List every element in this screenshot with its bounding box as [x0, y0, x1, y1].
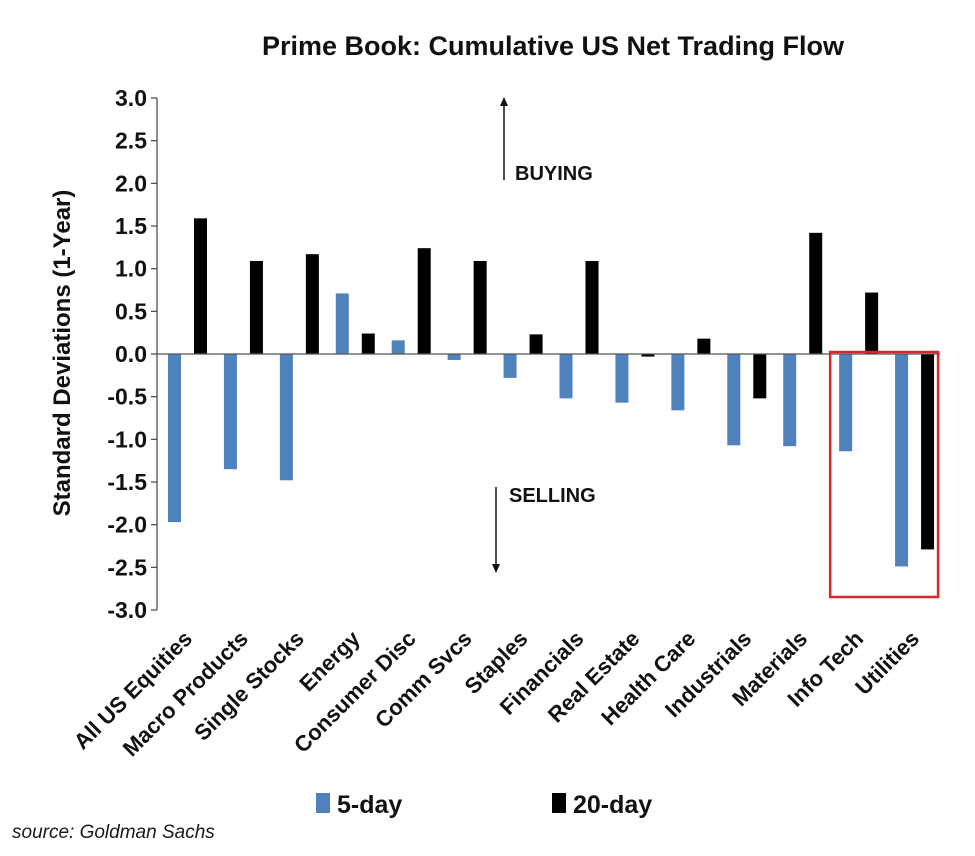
y-tick-label: -0.5 [107, 384, 147, 410]
bar-5day-real-estate [615, 354, 629, 403]
bar-20day-all-us-equities [194, 218, 207, 354]
selling-arrowhead [492, 564, 500, 573]
bar-20day-materials [809, 232, 823, 354]
bar-20day-single-stocks [305, 254, 319, 354]
axes: 3.0 2.5 2.0 1.5 1.0 0.5 0.0 -0.5 -1.0 -1.5 -2.0 -2.… [69, 85, 940, 761]
bar-5day-macro-products [223, 354, 237, 470]
bar-5day-info-tech [839, 354, 853, 452]
source-note: source: Goldman Sachs [12, 822, 215, 843]
bar-5day-comm-svcs [447, 354, 461, 360]
bar-20day-industrials [753, 354, 767, 399]
y-tick-label: 1.0 [115, 256, 147, 282]
y-tick-label: 1.5 [115, 213, 147, 239]
bar-20day-staples [529, 334, 543, 354]
bar-5day-energy [335, 293, 349, 354]
bar-5day-industrials [727, 354, 741, 446]
y-axis-label: Standard Deviations (1-Year) [49, 190, 76, 517]
y-tick-label: -2.0 [107, 512, 147, 538]
buying-arrowhead [500, 97, 508, 106]
highlight-box [828, 350, 940, 599]
y-tick-label: -3.0 [107, 597, 147, 623]
bar-5day-all-us-equities [168, 354, 181, 523]
bar-5day-health-care [671, 354, 685, 411]
y-tick-label: 0.5 [115, 298, 147, 324]
bar-5day-financials [559, 354, 573, 399]
annotations: BUYING SELLING [492, 97, 940, 599]
selling-label: SELLING [509, 485, 596, 507]
bar-5day-consumer-disc [391, 340, 405, 354]
y-tick-label: -1.0 [107, 426, 147, 452]
bar-5day-staples [503, 354, 517, 378]
bar-5day-utilities [895, 354, 909, 567]
legend: 5-day 20-day [316, 791, 652, 819]
bar-20day-utilities [921, 354, 935, 550]
bars [168, 218, 935, 567]
bar-5day-materials [783, 354, 797, 447]
y-tick-label: 0.0 [115, 341, 147, 367]
buying-label: BUYING [515, 163, 593, 185]
y-tick-label: 2.0 [115, 170, 147, 196]
chart-title: Prime Book: Cumulative US Net Trading Fl… [262, 31, 845, 61]
bar-20day-consumer-disc [417, 248, 431, 354]
legend-label-5day: 5-day [337, 791, 402, 819]
legend-label-20day: 20-day [573, 791, 652, 819]
bar-20day-info-tech [865, 292, 879, 354]
y-tick-label: 3.0 [115, 85, 147, 111]
bar-20day-real-estate [641, 354, 655, 357]
y-tick-label: -1.5 [107, 469, 147, 495]
legend-swatch-20day [552, 793, 566, 813]
bar-20day-financials [585, 260, 599, 354]
bar-20day-energy [361, 333, 375, 354]
bar-5day-single-stocks [279, 354, 293, 481]
legend-swatch-5day [316, 793, 330, 813]
y-tick-label: -2.5 [107, 554, 147, 580]
y-tick-label: 2.5 [115, 128, 147, 154]
bar-20day-macro-products [249, 260, 263, 354]
bar-20day-health-care [697, 338, 711, 354]
bar-20day-comm-svcs [473, 260, 487, 354]
